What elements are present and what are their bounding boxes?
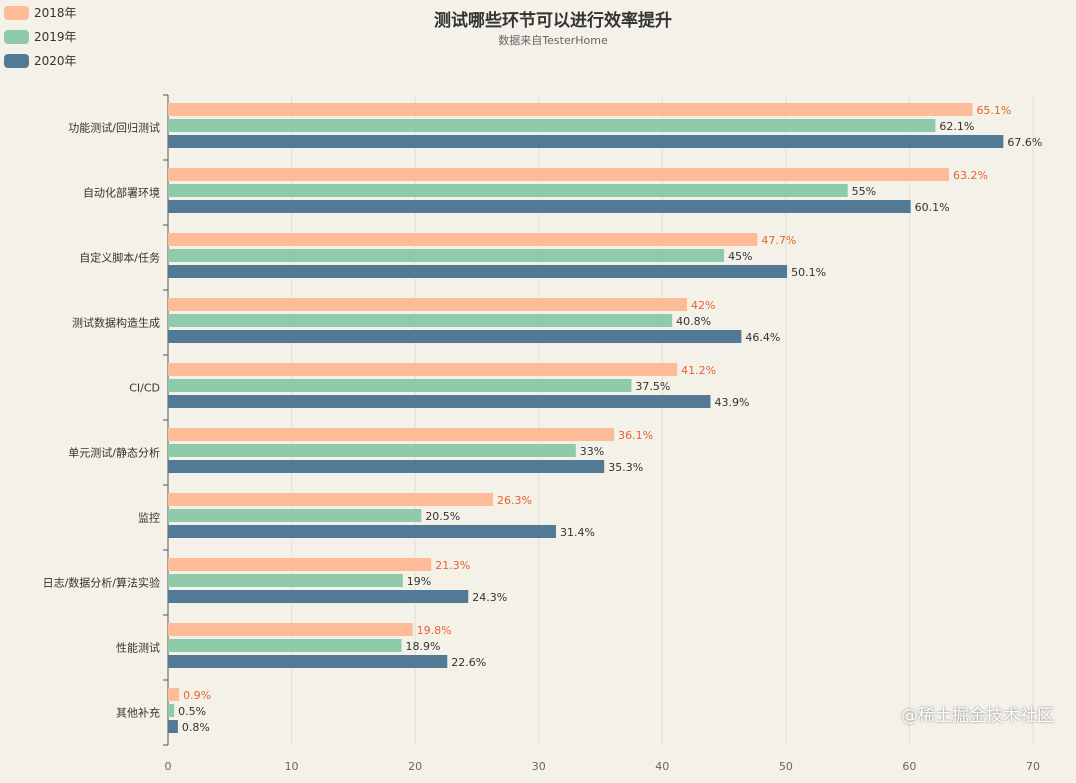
data-label: 19% xyxy=(407,575,431,588)
x-tick-label: 20 xyxy=(408,760,422,773)
legend-item[interactable]: 2019年 xyxy=(4,28,77,45)
chart-subtitle: 数据来自TesterHome xyxy=(498,34,608,47)
bar-2020年 xyxy=(168,265,788,278)
bar-2019年 xyxy=(168,379,632,392)
x-tick-label: 40 xyxy=(655,760,669,773)
category-label: 其他补充 xyxy=(116,706,160,720)
legend-swatch xyxy=(4,53,29,68)
bar-2019年 xyxy=(168,184,848,197)
category-label: 测试数据构造生成 xyxy=(72,316,160,330)
bar-2019年 xyxy=(168,574,403,587)
data-label: 20.5% xyxy=(425,510,460,523)
data-label: 47.7% xyxy=(761,234,796,247)
data-label: 26.3% xyxy=(497,494,532,507)
bar-2018年 xyxy=(168,233,758,246)
data-label: 50.1% xyxy=(791,266,826,279)
data-label: 24.3% xyxy=(472,591,507,604)
data-label: 21.3% xyxy=(435,559,470,572)
bar-2019年 xyxy=(168,119,936,132)
data-label: 18.9% xyxy=(406,640,441,653)
category-label: 监控 xyxy=(138,511,160,525)
category-label: 性能测试 xyxy=(116,641,160,655)
category-label: 单元测试/静态分析 xyxy=(68,446,160,460)
data-label: 0.9% xyxy=(183,689,211,702)
x-tick-label: 0 xyxy=(165,760,172,773)
bar-2020年 xyxy=(168,330,742,343)
data-label: 45% xyxy=(728,250,752,263)
data-label: 43.9% xyxy=(714,396,749,409)
bar-2020年 xyxy=(168,720,178,733)
legend-label: 2020年 xyxy=(34,54,77,68)
bar-2019年 xyxy=(168,704,175,717)
chart-title: 测试哪些环节可以进行效率提升 xyxy=(434,11,672,31)
data-label: 19.8% xyxy=(417,624,452,637)
category-label: 自定义脚本/任务 xyxy=(79,251,160,265)
data-label: 62.1% xyxy=(939,120,974,133)
category-label: CI/CD xyxy=(129,382,160,395)
data-label: 55% xyxy=(852,185,876,198)
legend-item[interactable]: 2020年 xyxy=(4,52,77,69)
watermark: @稀土掘金技术社区 xyxy=(901,706,1054,726)
data-label: 42% xyxy=(691,299,715,312)
bar-2019年 xyxy=(168,444,576,457)
bar-2020年 xyxy=(168,460,605,473)
data-label: 37.5% xyxy=(635,380,670,393)
bar-2018年 xyxy=(168,688,180,701)
bar-2020年 xyxy=(168,590,469,603)
bar-2018年 xyxy=(168,103,973,116)
data-label: 65.1% xyxy=(976,104,1011,117)
bar-2019年 xyxy=(168,639,402,652)
data-label: 63.2% xyxy=(953,169,988,182)
bar-2018年 xyxy=(168,558,432,571)
legend-label: 2018年 xyxy=(34,6,77,20)
bar-2018年 xyxy=(168,363,678,376)
bar-2020年 xyxy=(168,525,557,538)
data-label: 0.8% xyxy=(182,721,210,734)
bar-2020年 xyxy=(168,395,711,408)
legend-label: 2019年 xyxy=(34,30,77,44)
data-label: 0.5% xyxy=(178,705,206,718)
bar-2019年 xyxy=(168,314,673,327)
data-label: 33% xyxy=(580,445,604,458)
x-tick-label: 30 xyxy=(532,760,546,773)
data-label: 40.8% xyxy=(676,315,711,328)
bar-2018年 xyxy=(168,168,949,181)
data-label: 31.4% xyxy=(560,526,595,539)
legend-swatch xyxy=(4,29,29,44)
bar-2020年 xyxy=(168,200,911,213)
data-label: 60.1% xyxy=(915,201,950,214)
legend-item[interactable]: 2018年 xyxy=(4,4,77,21)
bar-2018年 xyxy=(168,428,615,441)
x-tick-label: 10 xyxy=(285,760,299,773)
data-label: 41.2% xyxy=(681,364,716,377)
data-label: 46.4% xyxy=(745,331,780,344)
data-label: 36.1% xyxy=(618,429,653,442)
category-label: 自动化部署环境 xyxy=(83,186,160,200)
category-label: 日志/数据分析/算法实验 xyxy=(43,576,160,590)
x-tick-label: 70 xyxy=(1026,760,1040,773)
data-label: 35.3% xyxy=(608,461,643,474)
bar-2019年 xyxy=(168,509,422,522)
data-label: 22.6% xyxy=(451,656,486,669)
bar-2018年 xyxy=(168,298,687,311)
bar-2020年 xyxy=(168,655,448,668)
bar-2019年 xyxy=(168,249,725,262)
category-label: 功能测试/回归测试 xyxy=(68,121,160,135)
bar-2020年 xyxy=(168,135,1004,148)
x-tick-label: 50 xyxy=(779,760,793,773)
bar-2018年 xyxy=(168,623,413,636)
legend-swatch xyxy=(4,5,29,20)
data-label: 67.6% xyxy=(1007,136,1042,149)
bar-2018年 xyxy=(168,493,493,506)
x-tick-label: 60 xyxy=(902,760,916,773)
